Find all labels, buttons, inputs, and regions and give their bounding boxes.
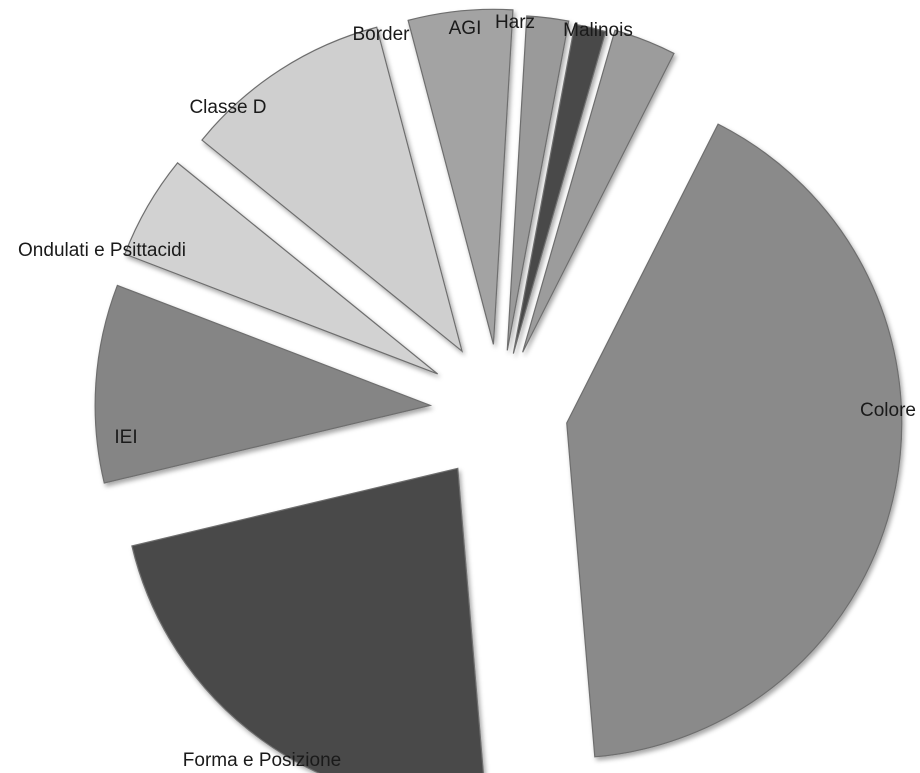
pie-slice-harz (512, 23, 607, 354)
slice-label: Classe D (189, 97, 266, 118)
slice-label: Border (352, 24, 410, 45)
slice-label: IEI (114, 427, 137, 448)
pie-slices (94, 8, 903, 773)
slice-label: Ondulati e Psittacidi (18, 240, 186, 261)
slice-label: Forma e Posizione (183, 750, 341, 771)
pie-slice-classe-d (201, 26, 464, 353)
slice-label: Harz (495, 12, 535, 33)
pie-slice-forma-e-posizione (131, 467, 484, 773)
pie-slice-ondulati-e-psittacidi (124, 162, 439, 375)
pie-slice-iei (94, 284, 433, 484)
pie-labels: Malinois Colore Forma e Posizione IEI Ondula… (18, 12, 916, 771)
slice-label: AGI (449, 18, 482, 39)
slice-label: Colore (860, 400, 916, 421)
slice-label: Malinois (563, 20, 633, 41)
pie-slice-border (407, 8, 514, 345)
pie-slice-malinois (522, 29, 675, 353)
pie-slice-agi (506, 15, 570, 351)
pie-slice-colore (566, 123, 903, 758)
